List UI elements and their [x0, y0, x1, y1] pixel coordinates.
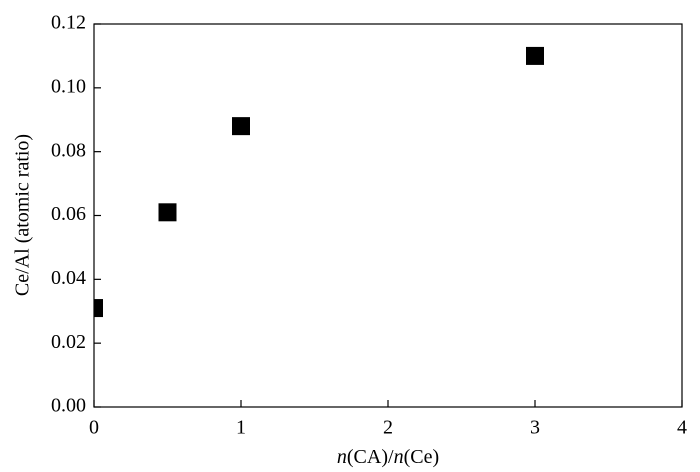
x-axis-label: n(CA)/n(Ce)	[337, 446, 439, 468]
y-tick-label: 0.00	[51, 395, 86, 417]
data-point	[232, 117, 250, 136]
x-tick-label: 4	[677, 417, 687, 439]
data-point	[526, 46, 544, 65]
x-tick-label: 2	[383, 417, 393, 439]
plot-frame	[93, 23, 683, 408]
x-tick-label: 0	[89, 417, 99, 439]
y-tick-label: 0.10	[51, 75, 86, 97]
y-tick-label: 0.06	[51, 203, 86, 225]
x-tick-label: 1	[236, 417, 246, 439]
y-axis-label: Ce/Al (atomic ratio)	[12, 134, 34, 296]
data-point	[158, 203, 177, 222]
y-tick-label: 0.04	[51, 267, 86, 289]
data-point	[94, 299, 103, 318]
x-tick-label: 3	[530, 417, 540, 439]
y-tick-label: 0.08	[51, 139, 86, 161]
y-tick-label: 0.02	[51, 331, 86, 353]
y-tick-label: 0.12	[51, 12, 86, 34]
